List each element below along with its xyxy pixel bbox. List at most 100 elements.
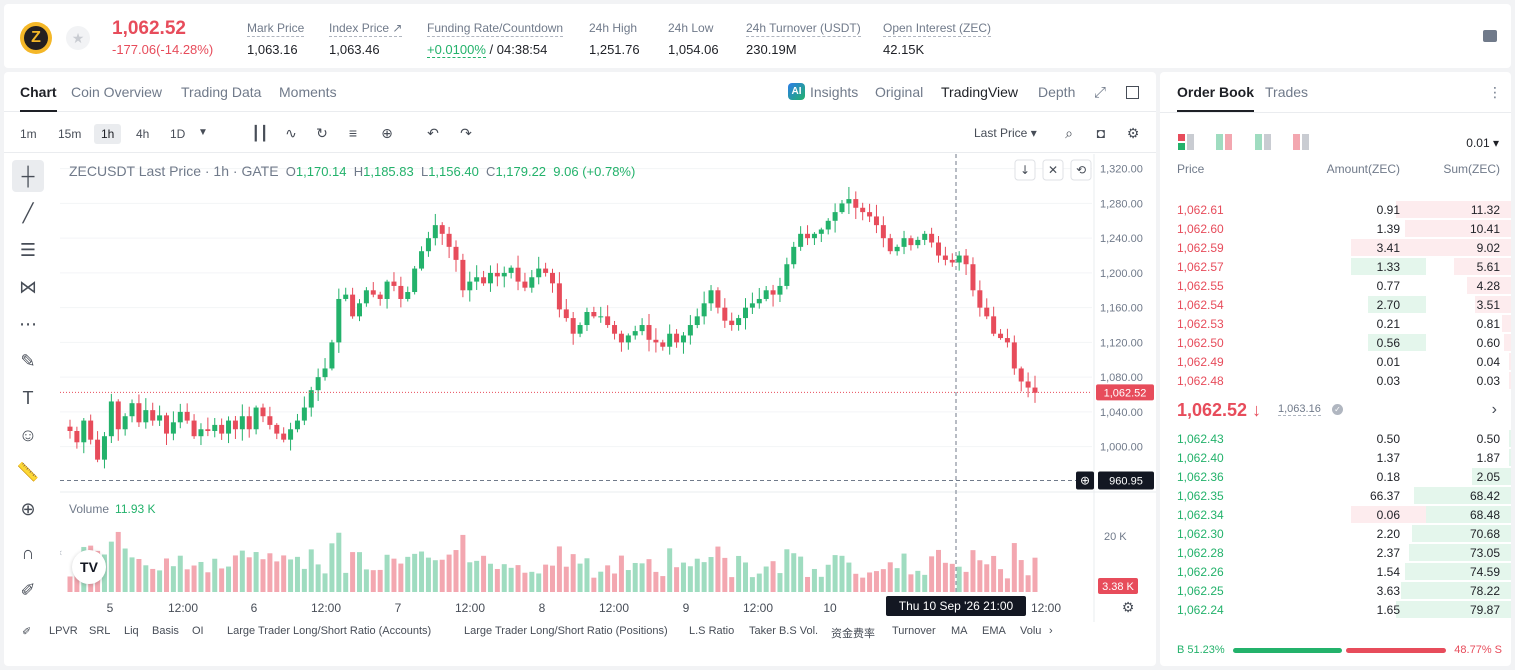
price-type-select[interactable]: Last Price ▾ <box>974 126 1037 140</box>
indicator-item[interactable]: 资金费率 <box>831 628 875 640</box>
ask-row[interactable]: 1,062.61 0.91 11.32 <box>1160 200 1511 219</box>
interval-dropdown-icon[interactable]: ▼ <box>198 127 208 138</box>
layout-bids-icon[interactable] <box>1254 134 1271 150</box>
ask-row[interactable]: 1,062.54 2.70 3.51 <box>1160 295 1511 314</box>
indicator-scroll-icon[interactable]: › <box>1049 625 1053 637</box>
bid-row[interactable]: 1,062.35 66.37 68.42 <box>1160 486 1511 505</box>
favorite-star-icon[interactable]: ★ <box>66 26 90 50</box>
indicators-icon[interactable]: ∿ <box>285 125 297 141</box>
indicator-item[interactable]: Large Trader Long/Short Ratio (Accounts) <box>227 625 432 637</box>
bid-row[interactable]: 1,062.40 1.37 1.87 <box>1160 448 1511 467</box>
ask-row[interactable]: 1,062.50 0.56 0.60 <box>1160 333 1511 352</box>
indicator-item[interactable]: Basis <box>152 625 179 637</box>
bid-row[interactable]: 1,062.34 0.06 68.48 <box>1160 505 1511 524</box>
chevron-right-icon[interactable]: › <box>1491 401 1497 418</box>
bid-row[interactable]: 1,062.36 0.18 2.05 <box>1160 467 1511 486</box>
trend-line-icon[interactable]: ╱ <box>22 202 34 223</box>
camera-icon[interactable]: ◘ <box>1096 125 1106 141</box>
interval-1d[interactable]: 1D <box>170 127 186 141</box>
replay-icon[interactable]: ↻ <box>316 125 328 141</box>
view-original[interactable]: Original <box>875 84 924 100</box>
window-icon[interactable] <box>1126 86 1139 99</box>
more-options-icon[interactable]: ⋮ <box>1488 84 1502 100</box>
ask-row[interactable]: 1,062.55 0.77 4.28 <box>1160 276 1511 295</box>
ruler-icon[interactable]: 📏 <box>16 461 40 482</box>
indicator-item[interactable]: LPVR <box>49 625 78 637</box>
crosshair-icon[interactable]: ┼ <box>12 160 44 192</box>
candlestick-chart[interactable]: 1,062.52 960.95 ⊕ Thu 10 Sep '26 21:00 1,320… <box>60 154 1156 622</box>
brush-icon[interactable]: ✎ <box>20 350 36 371</box>
indicator-item[interactable]: SRL <box>89 625 111 637</box>
ask-row[interactable]: 1,062.53 0.21 0.81 <box>1160 314 1511 333</box>
templates-icon[interactable]: ≡ <box>348 125 358 141</box>
stat-24h-turnover[interactable]: 24h Turnover (USDT) 230.19M <box>746 19 861 57</box>
reset-pane-icon[interactable]: ⟲ <box>1076 163 1086 177</box>
shield-icon[interactable]: ✓ <box>1332 404 1343 415</box>
interval-4h[interactable]: 4h <box>136 127 150 141</box>
ask-row[interactable]: 1,062.48 0.03 0.03 <box>1160 371 1511 390</box>
interval-1m[interactable]: 1m <box>20 127 37 141</box>
indicator-item[interactable]: Turnover <box>892 625 936 637</box>
stat-open-interest[interactable]: Open Interest (ZEC) 42.15K <box>883 19 992 57</box>
magnet-icon[interactable]: ∩ <box>21 542 35 563</box>
tab-trades[interactable]: Trades <box>1265 84 1309 100</box>
indicator-item[interactable]: MA <box>951 625 968 637</box>
bid-row[interactable]: 1,062.28 2.37 73.05 <box>1160 543 1511 562</box>
undo-icon[interactable]: ↶ <box>427 125 439 141</box>
view-depth[interactable]: Depth <box>1038 84 1076 100</box>
ask-row[interactable]: 1,062.60 1.39 10.41 <box>1160 219 1511 238</box>
pencil-lock-icon[interactable]: ✐ <box>20 579 36 600</box>
search-icon[interactable]: ⌕ <box>1065 125 1073 141</box>
indicator-item[interactable]: OI <box>192 625 204 637</box>
close-pane-icon-box[interactable] <box>1042 159 1064 181</box>
fib-icon[interactable]: ⋯ <box>19 313 37 334</box>
reset-pane-icon-box[interactable] <box>1070 159 1092 181</box>
bid-row[interactable]: 1,062.25 3.63 78.22 <box>1160 581 1511 600</box>
tab-moments[interactable]: Moments <box>279 84 337 100</box>
settings-gear-icon[interactable]: ⚙ <box>1126 125 1140 141</box>
tab-trading-data[interactable]: Trading Data <box>181 84 262 100</box>
bid-row[interactable]: 1,062.26 1.54 74.59 <box>1160 562 1511 581</box>
ask-row[interactable]: 1,062.49 0.01 0.04 <box>1160 352 1511 371</box>
scroll-down-icon[interactable]: ↓ <box>1020 163 1030 177</box>
scroll-down-icon-box[interactable] <box>1014 159 1036 181</box>
tab-chart[interactable]: Chart <box>20 84 57 112</box>
indicator-item[interactable]: Taker B.S Vol. <box>749 625 819 637</box>
bid-row[interactable]: 1,062.24 1.65 79.87 <box>1160 600 1511 619</box>
layout-asks-icon[interactable] <box>1293 134 1310 150</box>
redo-icon[interactable]: ↷ <box>460 125 472 141</box>
pattern-icon[interactable]: ⋈ <box>19 276 37 297</box>
price-step-select[interactable]: 0.01 ▾ <box>1466 136 1499 150</box>
bid-row[interactable]: 1,062.30 2.20 70.68 <box>1160 524 1511 543</box>
ai-insights-icon[interactable]: AI <box>788 83 805 100</box>
tradingview-logo[interactable]: TV <box>72 550 106 584</box>
ask-row[interactable]: 1,062.59 3.41 9.02 <box>1160 238 1511 257</box>
text-icon[interactable]: T <box>22 387 34 408</box>
guide-book-icon[interactable] <box>1483 30 1497 42</box>
view-insights[interactable]: Insights <box>810 84 859 100</box>
expand-icon[interactable]: ⤢ <box>1094 84 1107 101</box>
stat-index-price[interactable]: Index Price ↗ 1,063.46 <box>329 19 403 57</box>
layout-split-icon[interactable] <box>1216 134 1233 150</box>
bid-row[interactable]: 1,062.43 0.50 0.50 <box>1160 429 1511 448</box>
indicator-item[interactable]: EMA <box>982 625 1006 637</box>
zoom-icon[interactable]: ⊕ <box>20 498 36 519</box>
interval-1h[interactable]: 1h <box>94 124 122 144</box>
interval-15m[interactable]: 15m <box>58 127 82 141</box>
emoji-icon[interactable]: ☺ <box>18 424 38 445</box>
edit-indicator-icon[interactable]: ✐ <box>22 626 32 638</box>
tab-coin-overview[interactable]: Coin Overview <box>71 84 163 100</box>
stat-funding-rate[interactable]: Funding Rate/Countdown +0.0100% / 04:38:… <box>427 19 564 58</box>
tab-order-book[interactable]: Order Book <box>1177 84 1255 112</box>
indicator-item[interactable]: Volu <box>1020 625 1042 637</box>
stat-mark-price[interactable]: Mark Price 1,063.16 <box>247 19 305 57</box>
candle-type-icon[interactable]: ┃┃ <box>251 125 269 141</box>
indicator-item[interactable]: L.S Ratio <box>689 625 735 637</box>
close-pane-icon[interactable]: ✕ <box>1048 163 1058 177</box>
indicator-item[interactable]: Large Trader Long/Short Ratio (Positions… <box>464 625 668 637</box>
layout-both-icon[interactable] <box>1178 134 1194 150</box>
horizontal-lines-icon[interactable]: ☰ <box>19 239 37 260</box>
add-alert-icon[interactable]: ⊕ <box>381 125 393 141</box>
indicator-item[interactable]: Liq <box>124 625 139 637</box>
ask-row[interactable]: 1,062.57 1.33 5.61 <box>1160 257 1511 276</box>
